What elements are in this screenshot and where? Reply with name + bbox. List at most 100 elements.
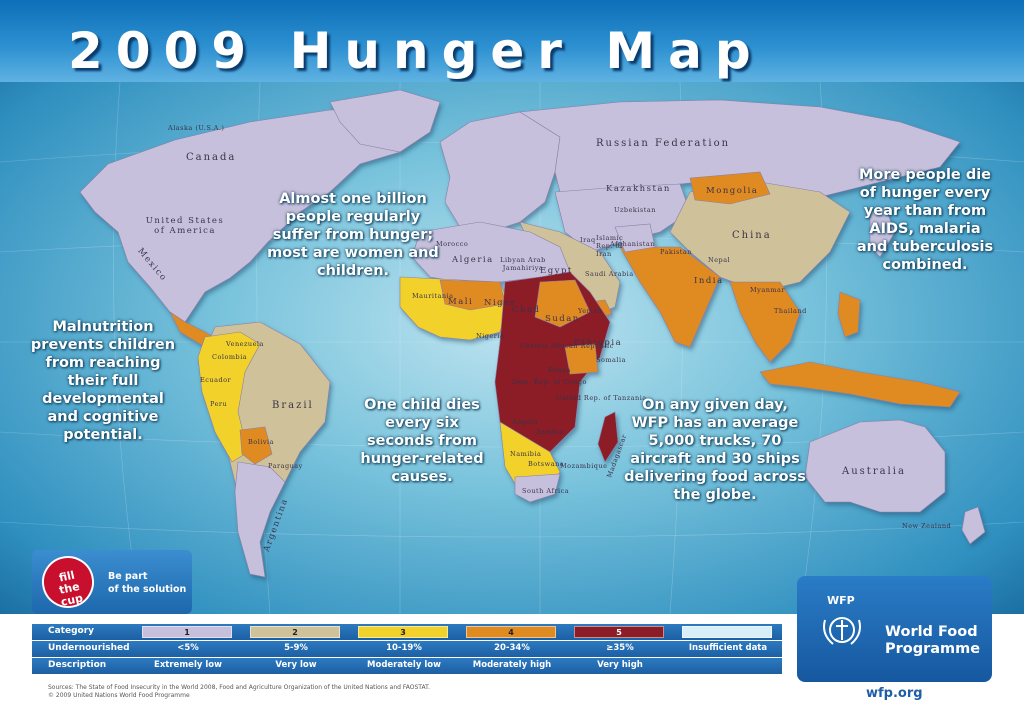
label-bolivia: Bolivia	[248, 438, 274, 446]
legend-range-2: 5-9%	[284, 643, 308, 653]
region-kenya	[564, 343, 599, 375]
label-colombia: Colombia	[212, 353, 248, 361]
legend-desc-4: Moderately high	[472, 660, 552, 670]
legend-label-undernourished: Undernourished	[48, 643, 130, 653]
label-tanzania: United Rep. of Tanzania	[556, 394, 647, 402]
legend-row-description: Description Extremely low Very low Moder…	[32, 658, 782, 674]
label-mauritania: Mauritania	[412, 292, 454, 300]
legend-swatch-insufficient	[682, 626, 772, 638]
label-iran: Islamic Rep. of Iran	[596, 234, 624, 258]
label-sudan: Sudan	[545, 314, 580, 324]
wfp-acronym: WFP	[827, 594, 855, 607]
region-australia	[804, 419, 946, 513]
legend-desc-5: Very high	[597, 660, 643, 670]
label-morocco: Morocco	[436, 240, 469, 248]
promo-line-1: Be part	[108, 571, 148, 582]
label-libya: Libyan Arab Jamahiriya	[500, 256, 546, 272]
legend-label-description: Description	[48, 660, 107, 670]
label-chad: Chad	[512, 305, 541, 315]
region-mongolia	[689, 171, 771, 205]
label-thailand: Thailand	[774, 307, 807, 315]
wfp-name: World Food Programme	[885, 624, 980, 658]
label-ecuador: Ecuador	[200, 376, 232, 384]
legend-desc-3: Moderately low	[367, 660, 441, 670]
label-new-zealand: New Zealand	[902, 522, 952, 530]
fill-the-cup-promo[interactable]: fill the cup Be part of the solution	[32, 550, 192, 614]
wfp-name-line-1: World Food	[885, 624, 978, 640]
region-new-zealand	[961, 506, 986, 545]
legend-row-undernourished: Undernourished <5% 5-9% 10-19% 20-34% ≥3…	[32, 641, 782, 657]
label-mali: Mali	[448, 297, 474, 307]
wfp-name-line-2: Programme	[885, 641, 981, 657]
label-nigeria: Nigeria	[476, 332, 505, 340]
label-kenya: Kenya	[548, 366, 571, 374]
legend-swatch-5: 5	[574, 626, 664, 638]
label-niger: Niger	[484, 298, 517, 308]
label-nepal: Nepal	[708, 256, 731, 264]
copyright-line: © 2009 United Nations World Food Program…	[48, 692, 190, 699]
region-southeast-asia	[729, 281, 801, 363]
region-indonesia	[759, 361, 961, 408]
region-japan	[869, 206, 896, 258]
legend-range-3: 10-19%	[386, 643, 422, 653]
label-canada: Canada	[186, 152, 237, 163]
label-namibia: Namibia	[510, 450, 542, 458]
page-title: 2009 Hunger Map	[68, 22, 764, 80]
legend-swatch-1: 1	[142, 626, 232, 638]
label-kazakhstan: Kazakhstan	[606, 184, 671, 194]
world-map	[0, 82, 1024, 614]
sources-line-1: Sources: The State of Food Insecurity in…	[48, 684, 430, 691]
legend-swatch-3: 3	[358, 626, 448, 638]
region-south-africa	[514, 473, 561, 503]
label-china: China	[732, 230, 772, 241]
label-russia: Russian Federation	[596, 138, 731, 149]
region-philippines	[837, 291, 861, 338]
region-russia	[519, 99, 961, 198]
region-europe	[439, 111, 561, 233]
label-saudi: Saudi Arabia	[585, 270, 634, 278]
header-banner: 2009 Hunger Map	[0, 0, 1024, 82]
callout-wfp-fleet: On any given day, WFP has an average 5,0…	[624, 397, 806, 503]
legend-range-5: ≥35%	[606, 643, 634, 653]
label-afghanistan: Afghanistan	[610, 240, 655, 248]
region-greenland	[329, 89, 441, 153]
wfp-website-link[interactable]: wfp.org	[866, 686, 923, 701]
legend-range-4: 20-34%	[494, 643, 530, 653]
region-sahel-orange	[439, 279, 506, 311]
label-ethiopia: Ethiopia	[574, 338, 623, 348]
label-venezuela: Venezuela	[226, 340, 264, 348]
label-iraq: Iraq	[580, 236, 596, 244]
fill-the-cup-logo: fill the cup	[37, 551, 99, 613]
label-pakistan: Pakistan	[660, 248, 692, 256]
legend-desc-1: Extremely low	[154, 660, 222, 670]
callout-malnutrition: Malnutrition prevents children from reac…	[30, 319, 176, 443]
label-algeria: Algeria	[452, 255, 494, 265]
label-south-africa: South Africa	[522, 487, 570, 495]
wfp-logo-box: WFP World Food Programme	[797, 576, 992, 682]
region-bolivia	[239, 426, 273, 465]
region-east-africa	[494, 271, 611, 453]
region-afghanistan	[614, 223, 656, 253]
label-zambia: Zambia	[536, 428, 564, 436]
label-mongolia: Mongolia	[706, 186, 759, 196]
callout-aids: More people die of hunger every year tha…	[856, 167, 994, 273]
label-uzbekistan: Uzbekistan	[614, 206, 656, 214]
label-angola: Angola	[512, 418, 538, 426]
label-egypt: Egypt	[540, 266, 573, 276]
promo-text: Be part of the solution	[108, 570, 186, 596]
legend: Category 1 2 3 4 5 Undernourished <5% 5-…	[32, 624, 782, 674]
region-madagascar	[597, 411, 619, 463]
promo-line-2: of the solution	[108, 584, 187, 595]
legend-desc-2: Very low	[275, 660, 317, 670]
callout-billion: Almost one billion people regularly suff…	[267, 191, 439, 279]
legend-swatch-2: 2	[250, 626, 340, 638]
callout-six-seconds: One child dies every six seconds from hu…	[360, 397, 484, 485]
label-peru: Peru	[210, 400, 228, 408]
region-sudan	[534, 279, 591, 328]
label-paraguay: Paraguay	[268, 462, 303, 470]
region-china	[669, 181, 851, 293]
legend-range-1: <5%	[177, 643, 199, 653]
label-alaska: Alaska (U.S.A.)	[168, 124, 225, 132]
region-southern-cone	[234, 461, 286, 578]
legend-label-category: Category	[48, 626, 95, 636]
